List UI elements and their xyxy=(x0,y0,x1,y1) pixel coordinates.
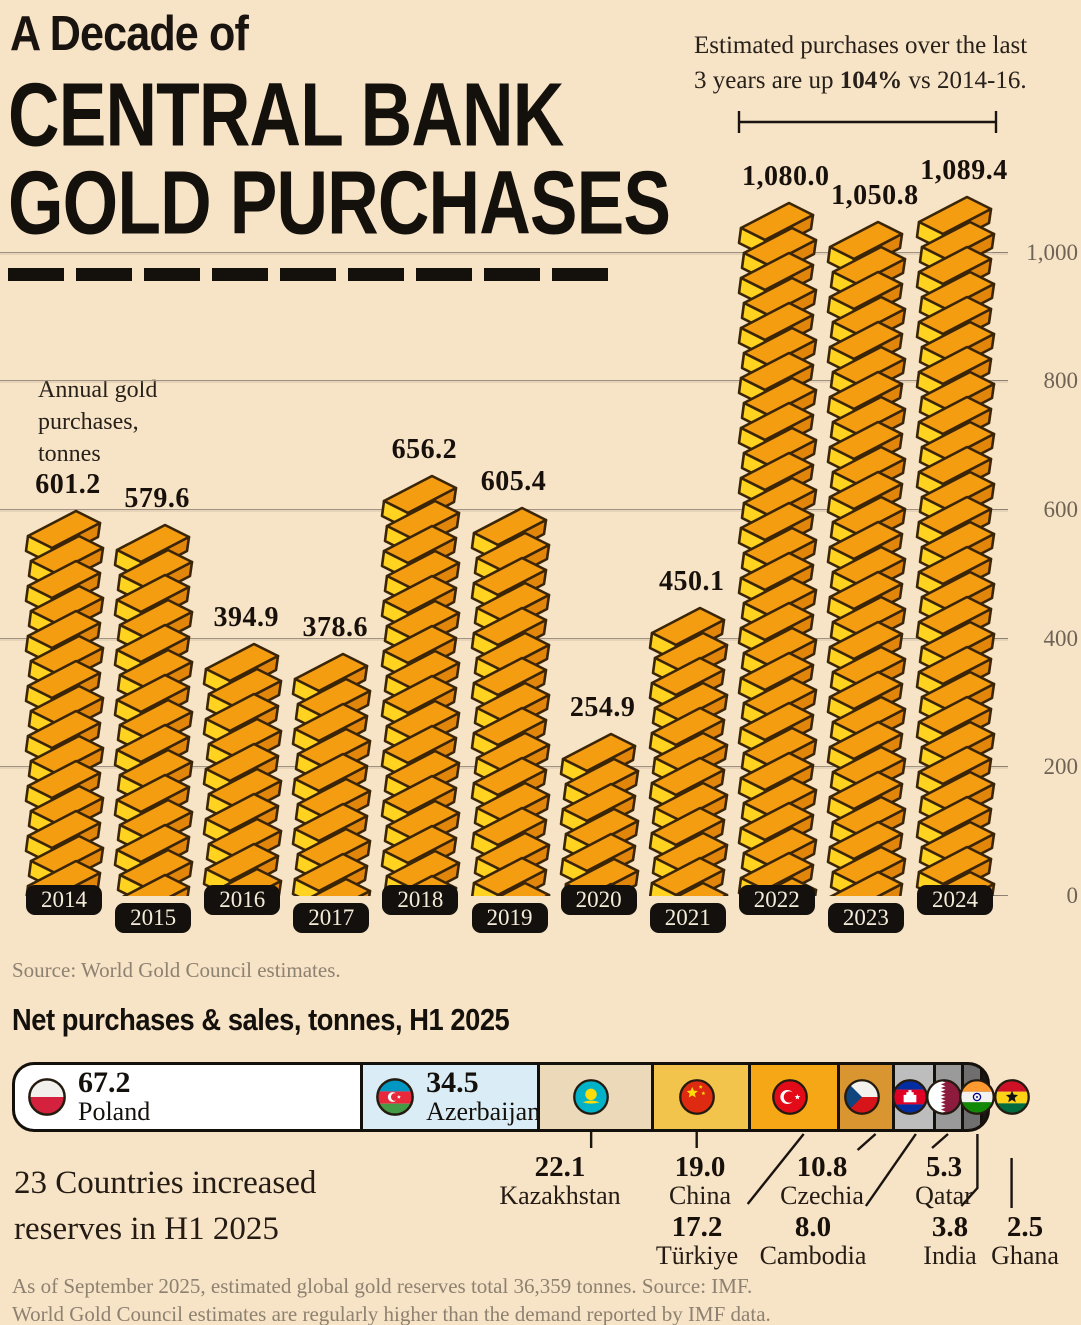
bar-value-label-2015: 579.6 xyxy=(124,483,190,514)
bar-value-label-2014: 601.2 xyxy=(35,469,101,500)
country-name: Poland xyxy=(78,1097,151,1126)
annotation-line2: 3 years are up 104% vs 2014-16. xyxy=(694,67,1027,94)
segment-cambodia xyxy=(892,1065,934,1129)
gold-bar-chart: 0 200 400 600 800 1,000 601.2 2014 579.6 2015 394.… xyxy=(0,111,1079,933)
country-value: 34.5 xyxy=(426,1066,479,1099)
year-label-2024: 2024 xyxy=(917,885,993,915)
gridline-1000 xyxy=(0,251,1008,255)
segment-azerbaijan: 34.5 Azerbaijan xyxy=(360,1065,540,1129)
y-tick-600 xyxy=(992,508,1008,510)
gold-bar-2014 xyxy=(24,509,105,896)
bar-value-label-2016: 394.9 xyxy=(213,602,279,633)
annotation-line1: Estimated purchases over the last xyxy=(694,32,1028,59)
segment-turkiye xyxy=(748,1065,837,1129)
gold-bar-2022 xyxy=(737,201,818,896)
bar-value-label-2018: 656.2 xyxy=(391,434,458,465)
gold-bar-2024 xyxy=(915,195,996,896)
segment-india xyxy=(960,1065,981,1129)
gridline-800 xyxy=(0,380,1008,384)
bar-value-label-2017: 378.6 xyxy=(302,612,369,643)
bar-value-label-2020: 254.9 xyxy=(569,692,636,723)
title-underline-dashes xyxy=(8,268,617,281)
segment-qatar xyxy=(933,1065,961,1129)
gold-bar-2020 xyxy=(559,732,639,896)
source-note: Source: World Gold Council estimates. xyxy=(12,958,341,982)
year-label-2018: 2018 xyxy=(382,885,459,915)
countries-note: 23 Countries increased reserves in H1 20… xyxy=(14,1165,317,1247)
bar-value-label-2019: 605.4 xyxy=(480,466,547,497)
country-name: Azerbaijan xyxy=(426,1097,541,1126)
y-tick-0 xyxy=(992,895,1008,896)
year-label-2022: 2022 xyxy=(738,885,815,915)
y-tick-label-400: 400 xyxy=(1043,625,1079,651)
y-tick-label-0: 0 xyxy=(1066,883,1079,908)
bar-value-label-2022: 1,080.0 xyxy=(742,161,830,192)
y-tick-label-600: 600 xyxy=(1043,496,1079,522)
footnote: As of September 2025, estimated global g… xyxy=(12,1272,771,1325)
year-label-2016: 2016 xyxy=(204,885,281,915)
y-tick-400 xyxy=(992,637,1008,639)
gold-bar-2018 xyxy=(381,474,461,896)
segment-kazakhstan xyxy=(537,1065,651,1129)
country-proportional-bar: 67.2 Poland 34.5 Azerbaijan xyxy=(12,1062,1030,1132)
y-tick-label-800: 800 xyxy=(1043,368,1079,394)
y-tick-label-1000: 1,000 xyxy=(1026,239,1078,265)
gold-bar-2019 xyxy=(470,506,550,896)
ghana-flag-icon xyxy=(993,1079,1030,1115)
page-title-line2: GOLD PURCHASES xyxy=(8,152,671,253)
bracket-2022-2024 xyxy=(737,111,998,133)
gold-bar-2017 xyxy=(291,652,372,896)
segment-czechia xyxy=(836,1065,893,1129)
year-label-2020: 2020 xyxy=(560,885,637,915)
footnote-line2: World Gold Council estimates are regular… xyxy=(12,1302,771,1325)
y-tick-800 xyxy=(992,380,1008,382)
segment-china xyxy=(650,1065,749,1129)
year-label-2019: 2019 xyxy=(471,903,548,933)
gold-bar-2016 xyxy=(202,642,283,896)
bar-value-label-2021: 450.1 xyxy=(658,566,725,597)
y-axis-label: Annual gold purchases, tonnes xyxy=(38,377,158,467)
bar-value-label-2024: 1,089.4 xyxy=(920,155,1008,186)
country-value: 67.2 xyxy=(78,1066,131,1099)
country-segments: 67.2 Poland 34.5 Azerbaijan xyxy=(12,1062,990,1132)
gold-bar-2023 xyxy=(826,220,907,896)
gold-bar-2021 xyxy=(648,606,728,896)
y-tick-200 xyxy=(992,766,1008,768)
leader-lines xyxy=(589,1132,1013,1208)
leader-lines-layer xyxy=(0,1130,1081,1280)
poland-flag-icon xyxy=(28,1078,66,1116)
gold-bar-2015 xyxy=(113,523,194,896)
year-label-2017: 2017 xyxy=(293,903,370,933)
year-label-2014: 2014 xyxy=(26,885,102,915)
chart-annotation: Estimated purchases over the last 3 year… xyxy=(694,28,1064,98)
bottom-chart-heading: Net purchases & sales, tonnes, H1 2025 xyxy=(12,1002,510,1037)
segment-ghana xyxy=(980,1065,987,1129)
segment-text-azerbaijan: 34.5 Azerbaijan xyxy=(426,1068,540,1126)
year-label-2015: 2015 xyxy=(115,903,192,933)
segment-poland: 67.2 Poland xyxy=(15,1065,361,1129)
year-label-2023: 2023 xyxy=(827,903,904,933)
bar-value-label-2023: 1,050.8 xyxy=(831,180,919,211)
page-title-line1: CENTRAL BANK xyxy=(8,64,564,165)
title-kicker: A Decade of xyxy=(10,7,249,61)
y-tick-label-200: 200 xyxy=(1043,754,1079,780)
gridline-600 xyxy=(0,508,1008,512)
azerbaijan-flag-icon xyxy=(376,1078,415,1116)
y-tick-1000 xyxy=(992,251,1008,253)
segment-text-poland: 67.2 Poland xyxy=(78,1068,150,1126)
footnote-line1: As of September 2025, estimated global g… xyxy=(12,1274,753,1298)
year-label-2021: 2021 xyxy=(649,903,726,933)
